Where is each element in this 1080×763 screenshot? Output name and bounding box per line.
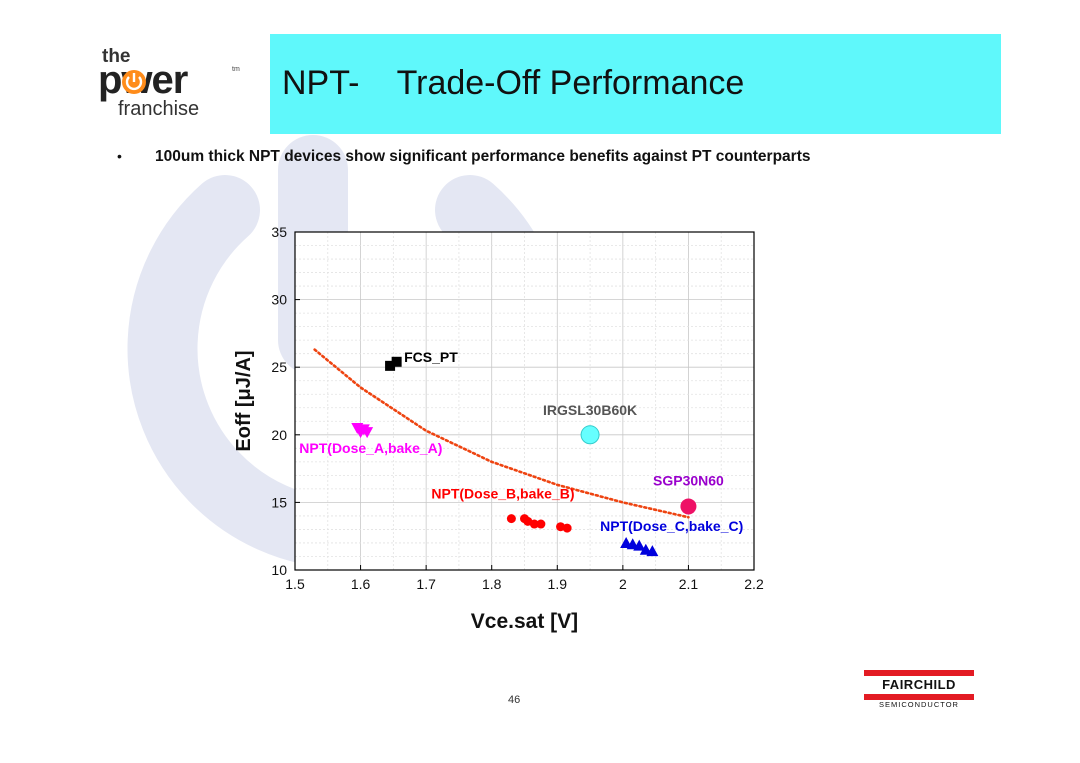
y-axis-label: Eoff [μJ/A]	[233, 350, 255, 451]
data-point	[680, 498, 697, 515]
data-point	[391, 356, 402, 367]
y-tick-label: 25	[271, 359, 287, 375]
data-point	[633, 539, 646, 551]
x-tick-label: 2.1	[679, 576, 699, 592]
x-tick-label: 1.9	[548, 576, 568, 592]
tradeoff-scatter-chart: 1.5 1.6 1.7 1.8 1.9 2 2.1 2.2 10 15 20 25 30 35 Vce.sa…	[233, 224, 764, 633]
data-point	[361, 427, 374, 439]
page-number: 46	[508, 694, 521, 706]
series-label: NPT(Dose_B,bake_B)	[431, 486, 574, 502]
power-button-icon	[122, 70, 146, 94]
series-label: IRGSL30B60K	[543, 402, 637, 418]
title-banner: NPT- Trade-Off Performance	[270, 34, 1001, 134]
x-tick-label: 1.7	[416, 576, 436, 592]
data-point	[562, 523, 572, 533]
series-label: FCS_PT	[404, 349, 458, 365]
bullet-text: 100um thick NPT devices show significant…	[155, 148, 811, 165]
y-tick-label: 15	[271, 494, 287, 510]
x-tick-label: 2.2	[744, 576, 764, 592]
trend-line	[313, 348, 690, 519]
data-point	[506, 514, 516, 524]
bullet-marker: •	[117, 148, 122, 164]
x-tick-label: 1.6	[351, 576, 371, 592]
slide-title: NPT- Trade-Off Performance	[282, 64, 745, 102]
logo-text-the: the	[102, 46, 131, 67]
y-tick-label: 35	[271, 224, 287, 240]
y-tick-label: 30	[271, 292, 287, 308]
x-tick-label: 1.5	[285, 576, 305, 592]
y-tick-label: 20	[271, 427, 287, 443]
plot-frame	[294, 231, 755, 571]
power-franchise-logo: the pwer tm franchise	[98, 44, 248, 120]
fairchild-top-bar	[864, 670, 974, 676]
logo-text-franchise: franchise	[118, 98, 200, 120]
x-tick-label: 1.8	[482, 576, 502, 592]
x-axis-label: Vce.sat [V]	[471, 610, 578, 633]
y-tick-label: 10	[271, 562, 287, 578]
data-point	[536, 519, 546, 529]
x-tick-label: 2	[619, 576, 627, 592]
series-label: NPT(Dose_A,bake_A)	[299, 440, 442, 456]
data-point	[646, 545, 659, 557]
fairchild-logo: FAIRCHILD SEMICONDUCTOR	[864, 670, 974, 709]
data-point	[529, 519, 539, 529]
series-label: SGP30N60	[653, 472, 724, 488]
fairchild-name: FAIRCHILD	[882, 677, 956, 692]
series-label: NPT(Dose_C,bake_C)	[600, 518, 743, 534]
fairchild-bottom-bar	[864, 694, 974, 700]
data-point	[580, 425, 600, 445]
data-point	[385, 360, 396, 371]
fairchild-subtitle: SEMICONDUCTOR	[879, 700, 959, 709]
logo-trademark: tm	[232, 66, 240, 73]
